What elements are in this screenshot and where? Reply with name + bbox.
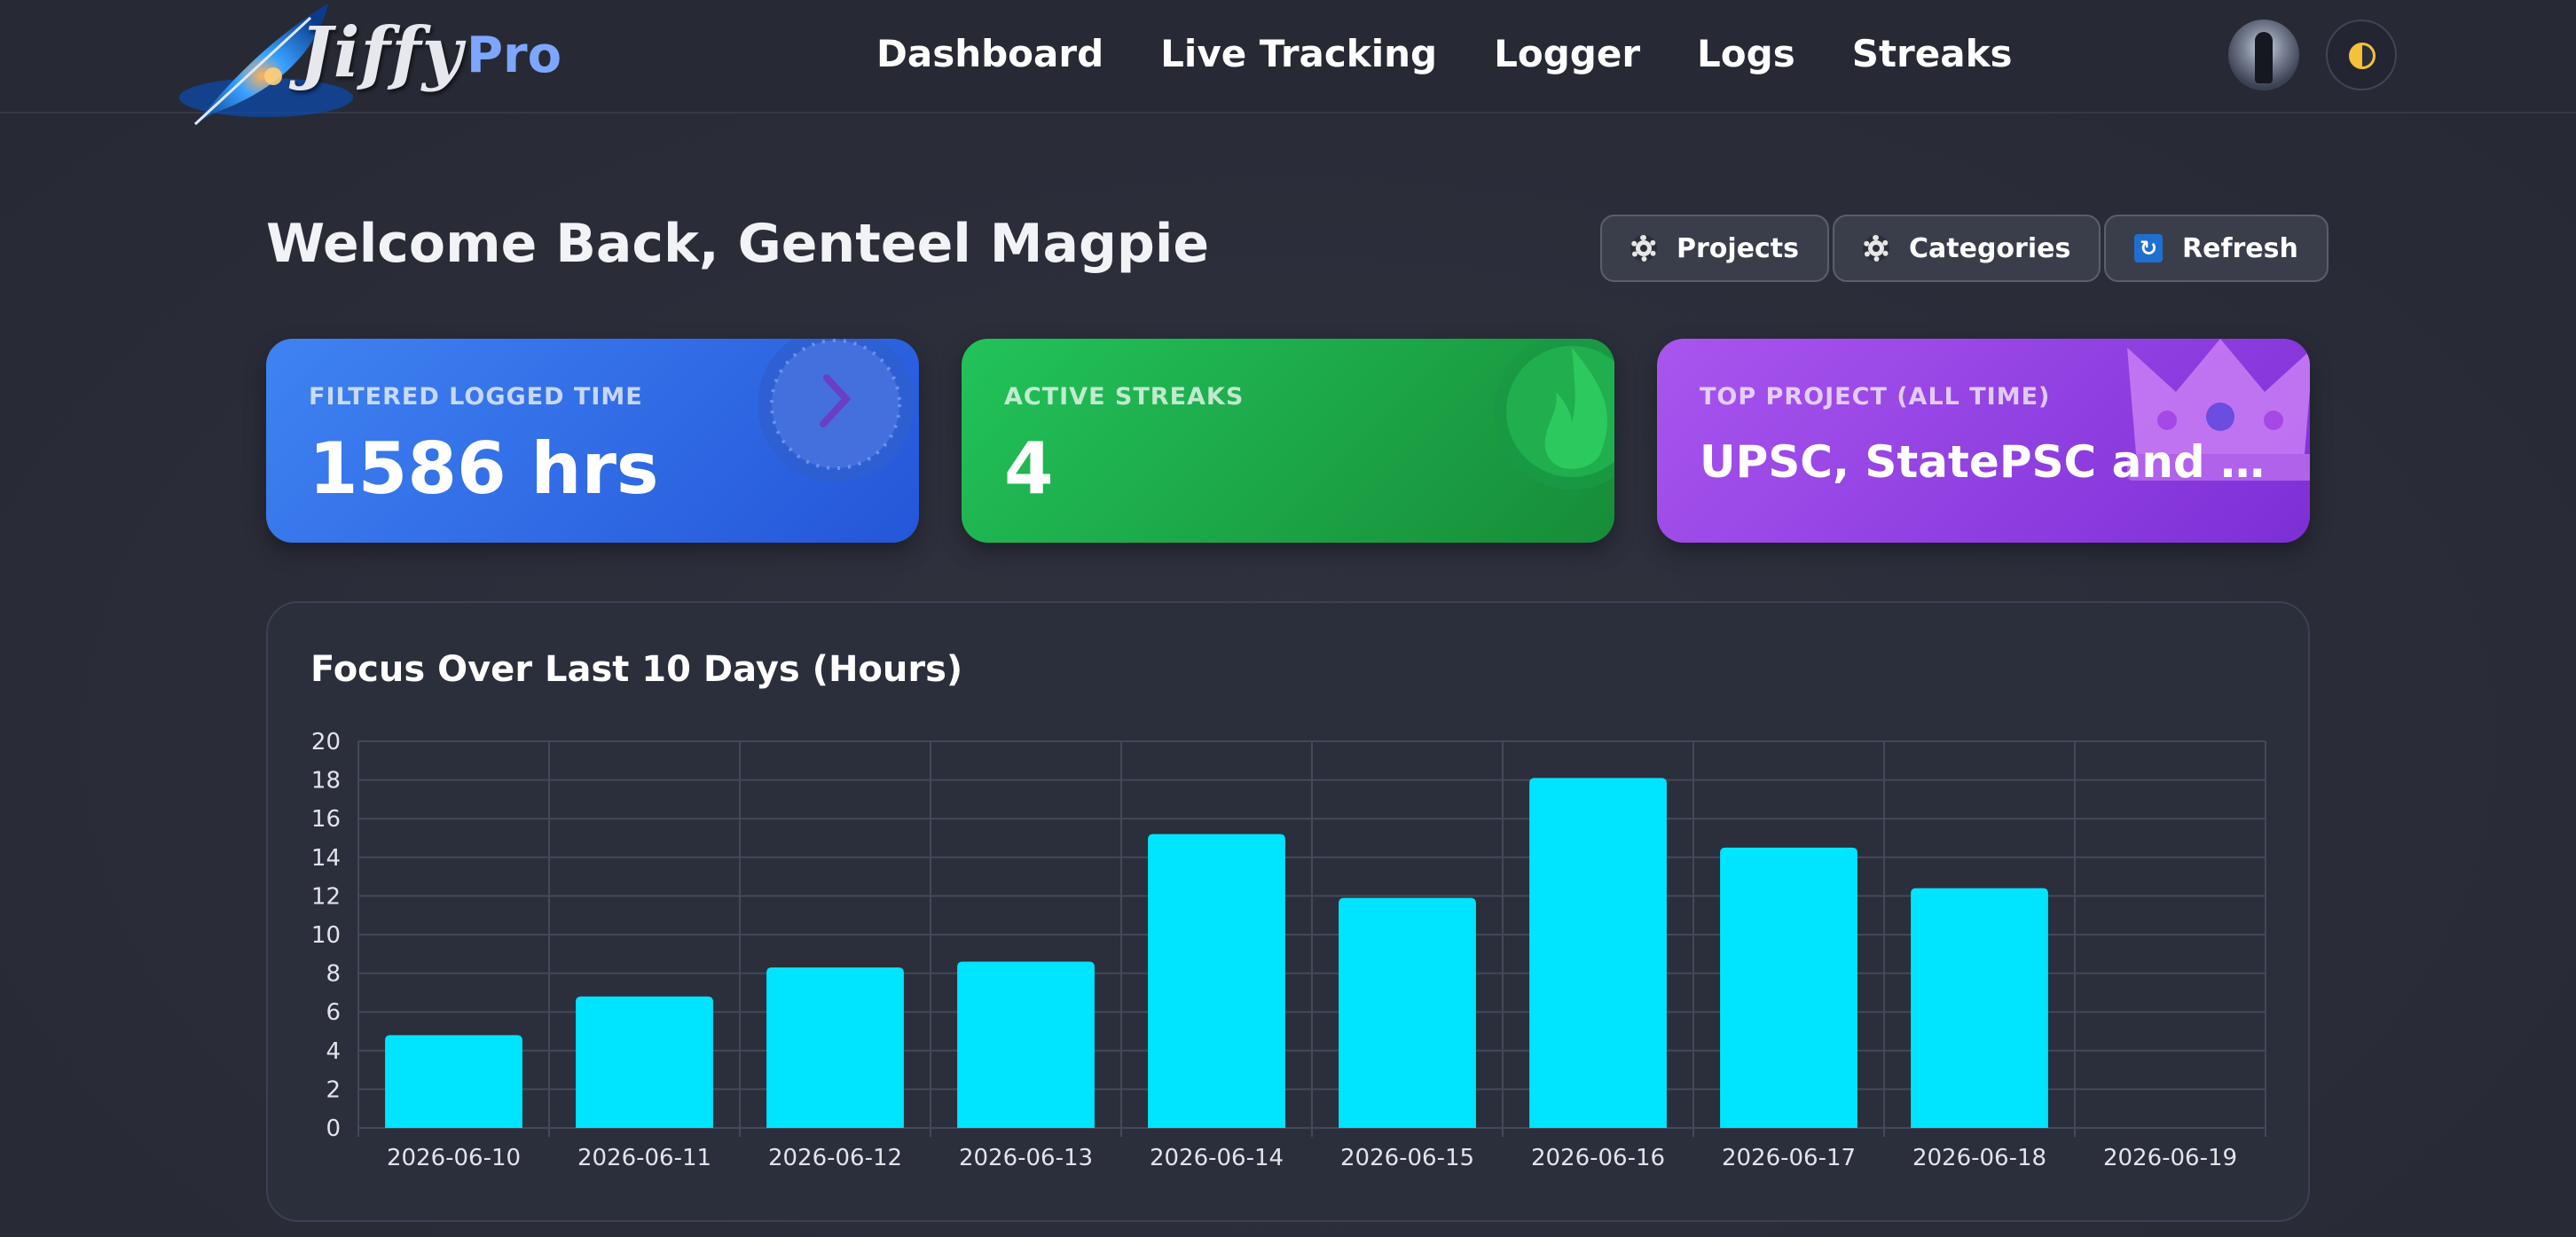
y-tick-label: 20 [311, 729, 341, 756]
x-tick-label: 2026-06-16 [1531, 1145, 1665, 1171]
y-tick-label: 12 [311, 883, 341, 910]
avatar-figure [2255, 32, 2273, 83]
bar-2026-06-16 [1529, 778, 1667, 1128]
active-streaks-card: ACTIVE STREAKS 4 [962, 339, 1614, 543]
active-streaks-value: 4 [1004, 427, 1054, 510]
bar-2026-06-17 [1720, 847, 1857, 1128]
bar-2026-06-13 [957, 961, 1095, 1128]
top-navbar: Jiffy Pro Dashboard Live Tracking Logger… [0, 0, 2576, 126]
y-tick-label: 10 [311, 922, 341, 949]
x-tick-label: 2026-06-15 [1340, 1145, 1474, 1171]
logged-time-label: FILTERED LOGGED TIME [309, 383, 643, 411]
app-logo[interactable]: Jiffy Pro [177, 0, 585, 126]
half-moon-icon [2349, 43, 2376, 69]
focus-bar-chart: 0 2 4 6 8 10 12 14 16 18 20 2026-06-10 2026-06-11 202… [311, 729, 2266, 1171]
top-project-value: UPSC, StatePSC and Oth... [1700, 436, 2285, 488]
y-tick-label: 4 [326, 1038, 341, 1065]
categories-button-label: Categories [1909, 232, 2071, 264]
focus-chart-panel: Focus Over Last 10 Days (Hours) 0 2 4 6 8 10 1… [266, 601, 2310, 1222]
x-tick-label: 2026-06-14 [1150, 1145, 1284, 1171]
y-tick-label: 8 [326, 961, 341, 988]
chart-title: Focus Over Last 10 Days (Hours) [310, 649, 963, 690]
nav-live-tracking[interactable]: Live Tracking [1160, 32, 1438, 75]
categories-button[interactable]: Categories [1833, 215, 2101, 282]
logo-pro-badge: Pro [467, 27, 562, 84]
bar-2026-06-18 [1911, 888, 2048, 1128]
x-tick-label: 2026-06-12 [768, 1145, 902, 1171]
x-tick-label: 2026-06-19 [2103, 1145, 2237, 1171]
theme-toggle-button[interactable] [2326, 20, 2397, 90]
feather-logo-icon [179, 4, 353, 126]
bar-2026-06-12 [766, 967, 904, 1128]
top-project-label: TOP PROJECT (ALL TIME) [1700, 383, 2051, 411]
nav-streaks[interactable]: Streaks [1851, 32, 2013, 75]
y-tick-label: 14 [311, 845, 341, 872]
nav-logger[interactable]: Logger [1494, 32, 1641, 75]
y-tick-label: 6 [326, 999, 341, 1026]
active-streaks-label: ACTIVE STREAKS [1004, 383, 1245, 411]
crown-icon [2127, 339, 2310, 481]
gear-icon [1630, 235, 1657, 262]
user-avatar[interactable] [2228, 20, 2299, 90]
logged-time-value: 1586 hrs [309, 427, 659, 510]
bar-2026-06-10 [385, 1035, 522, 1128]
refresh-button[interactable]: ↻ Refresh [2104, 215, 2329, 282]
x-tick-label: 2026-06-10 [387, 1145, 521, 1171]
y-tick-label: 2 [326, 1077, 341, 1103]
nav-logs[interactable]: Logs [1697, 32, 1795, 75]
welcome-heading: Welcome Back, Genteel Magpie [266, 213, 1210, 275]
refresh-button-label: Refresh [2182, 232, 2298, 264]
y-tick-label: 0 [326, 1116, 341, 1142]
refresh-icon: ↻ [2134, 234, 2163, 262]
x-tick-label: 2026-06-18 [1912, 1145, 2046, 1171]
logo-wordmark: Jiffy [300, 12, 463, 93]
projects-button[interactable]: Projects [1600, 215, 1830, 282]
main-nav: Dashboard Live Tracking Logger Logs Stre… [876, 32, 2069, 75]
x-tick-label: 2026-06-17 [1722, 1145, 1856, 1171]
logged-time-card: FILTERED LOGGED TIME 1586 hrs [266, 339, 919, 543]
x-tick-label: 2026-06-11 [577, 1145, 711, 1171]
y-tick-label: 18 [311, 768, 341, 795]
bar-2026-06-15 [1339, 897, 1476, 1128]
top-project-card: TOP PROJECT (ALL TIME) UPSC, StatePSC an… [1657, 339, 2310, 543]
y-tick-label: 16 [311, 806, 341, 833]
projects-button-label: Projects [1677, 232, 1800, 264]
nav-dashboard[interactable]: Dashboard [876, 32, 1104, 75]
clock-icon [758, 339, 914, 482]
gear-icon [1863, 235, 1889, 262]
flame-icon [1494, 339, 1614, 489]
x-tick-label: 2026-06-13 [959, 1145, 1093, 1171]
bar-2026-06-11 [576, 996, 713, 1128]
bar-2026-06-14 [1148, 834, 1285, 1128]
